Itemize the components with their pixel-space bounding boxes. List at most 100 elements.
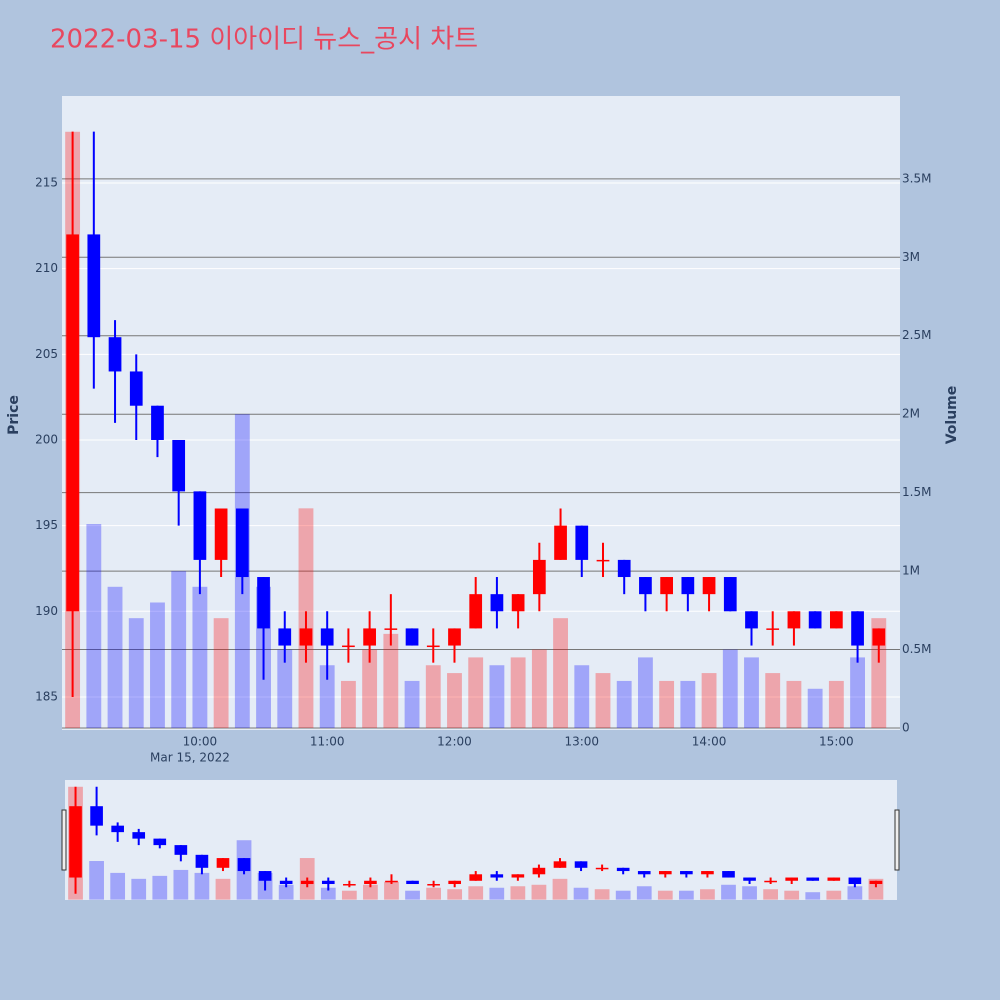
candle-body <box>129 371 143 406</box>
volume-bar <box>574 665 590 729</box>
volume-bar <box>383 633 399 729</box>
volume-bar <box>531 649 547 729</box>
slider-volume-bar <box>468 886 484 900</box>
y2-tick-label: 0.5M <box>902 642 931 656</box>
slider-handle[interactable] <box>894 809 900 871</box>
volume-bar <box>828 680 844 729</box>
slider-candle-body <box>722 871 735 878</box>
slider-candle-body <box>490 874 504 878</box>
slider-candle-body <box>764 880 777 883</box>
candle-body <box>278 628 292 646</box>
candle-body <box>808 611 822 629</box>
slider-volume-bar <box>131 878 147 900</box>
candle-body <box>511 594 525 612</box>
slider-volume-bar <box>363 884 378 900</box>
slider-volume-bar <box>341 890 357 900</box>
volume-bar <box>807 688 823 729</box>
candle-body <box>342 645 355 648</box>
candle-body <box>766 628 780 630</box>
slider-candle-body <box>658 871 672 875</box>
volume-bar <box>213 618 229 729</box>
y-tick-label: 215 <box>35 176 58 190</box>
candle-body <box>469 594 483 629</box>
volume-bar <box>850 657 865 729</box>
slider-candle-body <box>532 867 546 875</box>
candle-body <box>299 628 313 646</box>
slider-candle-body <box>90 806 103 826</box>
slider-candle-body <box>364 880 377 885</box>
slider-volume-bar <box>573 887 589 900</box>
y-tick-label: 200 <box>35 432 58 446</box>
candle-body <box>320 628 334 646</box>
slider-volume-bar <box>847 886 863 900</box>
volume-bar <box>744 657 759 729</box>
volume-bar <box>468 657 484 729</box>
slider-candle-body <box>848 877 862 885</box>
y-tick-label: 195 <box>35 518 58 532</box>
slider-volume-bar <box>531 884 547 900</box>
y-tick-label: 210 <box>35 261 58 275</box>
x-tick-label: 15:00 <box>819 735 854 749</box>
slider-volume-bar <box>636 886 652 900</box>
y-tick-label: 190 <box>35 604 58 618</box>
slider-volume-bar <box>215 878 231 900</box>
slider-volume-bar <box>152 875 168 900</box>
slider-volume-bar <box>700 889 715 900</box>
x-date-label: Mar 15, 2022 <box>150 751 230 765</box>
volume-bar <box>447 673 462 729</box>
candle-body <box>235 508 249 578</box>
slider-handle[interactable] <box>61 809 67 871</box>
volume-bar <box>107 586 123 729</box>
volume-bar <box>319 665 335 729</box>
candle-body <box>532 559 546 595</box>
slider-candle-body <box>237 858 251 872</box>
candle-body <box>617 559 631 578</box>
candle-body <box>363 628 376 646</box>
candle-body <box>384 628 398 630</box>
y2-tick-label: 1M <box>902 564 920 578</box>
candle-body <box>787 611 801 629</box>
slider-candle-body <box>785 877 799 881</box>
slider-candle-body <box>595 867 609 870</box>
plot-area <box>62 96 900 730</box>
volume-bar <box>277 649 293 729</box>
slider-candle-body <box>743 877 756 881</box>
slider-candle-body <box>448 880 461 885</box>
candle-body <box>448 628 461 646</box>
candle-body <box>660 577 673 595</box>
slider-volume-bar <box>742 886 757 900</box>
slider-candle-body <box>616 867 630 872</box>
candle-body <box>554 525 567 560</box>
y2-axis-title: Volume <box>944 386 960 445</box>
y2-tick-label: 1.5M <box>902 485 931 499</box>
slider-candle-body <box>132 832 146 839</box>
slider-candle-body <box>701 871 714 875</box>
slider-volume-bar <box>868 878 884 900</box>
candle-body <box>426 645 440 648</box>
volume-bar <box>616 680 632 729</box>
slider-candle-body <box>574 861 588 868</box>
slider-candle-body <box>406 880 419 885</box>
volume-bar <box>404 680 420 729</box>
y2-tick-label: 3.5M <box>902 171 931 185</box>
x-tick-label: 12:00 <box>437 735 472 749</box>
candle-body <box>575 525 589 560</box>
candle-body <box>193 491 207 560</box>
candle-body <box>151 405 164 440</box>
volume-bar <box>637 657 653 729</box>
slider-volume-bar <box>320 887 336 900</box>
volume-bar <box>871 618 887 729</box>
slider-candle-body <box>511 874 525 878</box>
y-tick-label: 185 <box>35 689 58 703</box>
volume-bar <box>128 618 144 729</box>
y2-tick-label: 2M <box>902 407 920 421</box>
slider-volume-bar <box>405 890 420 900</box>
slider-candle-body <box>216 858 230 868</box>
volume-bar <box>86 524 102 729</box>
volume-bar <box>192 586 208 729</box>
candle-body <box>490 594 504 612</box>
slider-candle-body <box>321 880 335 885</box>
volume-bar <box>765 673 781 729</box>
slider-volume-bar <box>447 889 463 900</box>
candle-body <box>172 439 186 492</box>
